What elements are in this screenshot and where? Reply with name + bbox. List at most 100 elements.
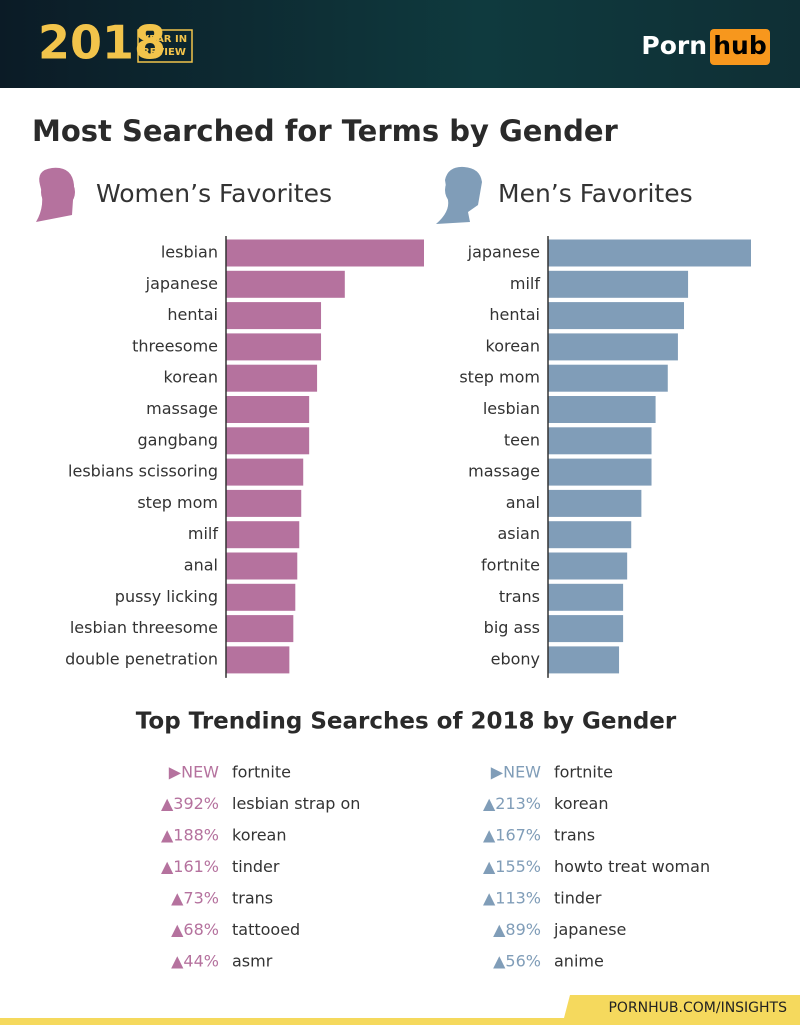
bar-label: massage — [146, 399, 218, 418]
bar — [226, 521, 300, 549]
bar — [226, 489, 302, 517]
bar-label: milf — [510, 274, 540, 293]
bar-label: japanese — [145, 274, 218, 293]
bar — [548, 270, 689, 298]
brand: hub — [713, 31, 767, 60]
bar — [548, 489, 642, 517]
brand-box — [710, 29, 770, 65]
trend-term: anime — [554, 952, 604, 971]
trend-term: howto treat woman — [554, 857, 710, 876]
trend-change: ▲56% — [493, 952, 541, 971]
trend-change: ▲73% — [171, 889, 219, 908]
bar-label: anal — [184, 556, 218, 575]
trend-term: japanese — [553, 920, 626, 939]
trend-term: fortnite — [232, 763, 291, 782]
trend-term: tinder — [232, 857, 280, 876]
trend-change: ▲89% — [493, 920, 541, 939]
trend-change: ▲167% — [483, 826, 541, 845]
trend-term: korean — [232, 826, 287, 845]
trend-change: ▲44% — [171, 952, 219, 971]
trend-change: ▲392% — [161, 794, 219, 813]
bar — [548, 239, 751, 267]
bar-label: gangbang — [137, 430, 218, 449]
trend-term: fortnite — [554, 763, 613, 782]
trend-term: tinder — [554, 889, 602, 908]
trend-change: ▲155% — [483, 857, 541, 876]
trend-term: tattooed — [232, 920, 300, 939]
bar — [226, 458, 304, 486]
logo-badge — [137, 29, 193, 63]
title: Most Searched for Terms by Gender — [32, 114, 619, 148]
bar-label: step mom — [459, 368, 540, 387]
bar — [548, 302, 685, 330]
bar — [548, 646, 620, 674]
bar — [226, 615, 294, 643]
man-icon — [436, 166, 482, 224]
trend-term: korean — [554, 794, 609, 813]
brand: Porn — [641, 31, 707, 60]
trend-term: lesbian strap on — [232, 794, 360, 813]
bar — [548, 583, 624, 611]
bar-label: asian — [497, 524, 540, 543]
bar — [226, 270, 345, 298]
bar-label: double penetration — [65, 649, 218, 668]
bar-label: korean — [164, 368, 219, 387]
bar — [226, 333, 322, 361]
bar-label: hentai — [489, 305, 540, 324]
trend-term: trans — [554, 826, 595, 845]
section-heading: Men’s Favorites — [498, 179, 693, 208]
bar-label: lesbian — [161, 243, 218, 262]
footer-link: PORNHUB.COM/INSIGHTS — [608, 1000, 787, 1016]
bar-label: milf — [188, 524, 218, 543]
bar — [226, 552, 298, 580]
trend-change: ▶NEW — [169, 763, 219, 782]
bar-label: hentai — [167, 305, 218, 324]
trend-change: ▲113% — [483, 889, 541, 908]
bar — [548, 615, 624, 643]
bar — [226, 239, 424, 267]
trending-title: Top Trending Searches of 2018 by Gender — [136, 709, 677, 735]
woman-icon — [36, 167, 75, 222]
trend-change: ▲161% — [161, 857, 219, 876]
bar-label: teen — [504, 430, 540, 449]
bar-label: japanese — [467, 243, 540, 262]
trend-change: ▲213% — [483, 794, 541, 813]
bar-label: korean — [486, 336, 541, 355]
bar-label: anal — [506, 493, 540, 512]
bar-label: trans — [499, 587, 540, 606]
trend-change: ▶NEW — [491, 763, 541, 782]
bar-label: lesbian — [483, 399, 540, 418]
bar — [548, 364, 668, 392]
bar-label: fortnite — [481, 556, 540, 575]
footer-band — [0, 1018, 800, 1025]
bar — [548, 333, 678, 361]
trend-term: trans — [232, 889, 273, 908]
bar — [226, 583, 296, 611]
logo-badge-text: REVIEW — [142, 47, 186, 58]
bar-label: big ass — [484, 618, 540, 637]
bar-label: lesbians scissoring — [68, 462, 218, 481]
bar — [548, 552, 628, 580]
bar-label: pussy licking — [115, 587, 218, 606]
header-band — [0, 0, 800, 88]
bar — [226, 646, 290, 674]
bar — [548, 521, 632, 549]
bar — [548, 427, 652, 455]
section-heading: Women’s Favorites — [96, 179, 332, 208]
bar — [226, 427, 310, 455]
logo-year: 2018 — [38, 16, 166, 70]
bar — [226, 302, 322, 330]
trend-change: ▲188% — [161, 826, 219, 845]
bar-label: ebony — [491, 649, 540, 668]
bar — [548, 396, 656, 423]
logo-badge-text: YEAR IN — [141, 34, 187, 45]
trend-term: asmr — [232, 952, 273, 971]
bar-label: threesome — [132, 336, 218, 355]
bar — [226, 364, 318, 392]
footer-tab — [564, 995, 800, 1018]
trend-change: ▲68% — [171, 920, 219, 939]
bar-label: step mom — [137, 493, 218, 512]
bar — [548, 458, 652, 486]
